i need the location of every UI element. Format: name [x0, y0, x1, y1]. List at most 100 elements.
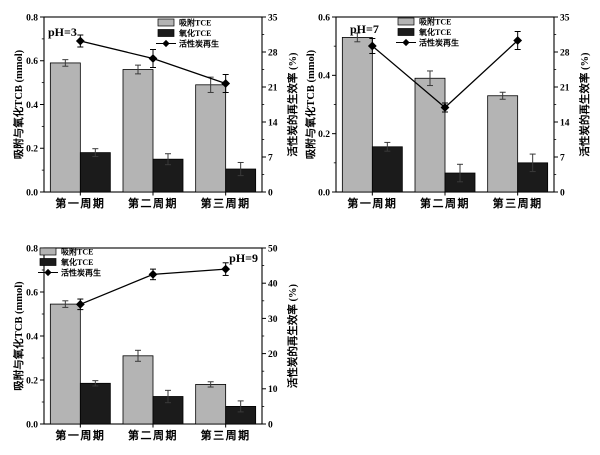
left-tick-label: 0.0 [26, 420, 38, 430]
left-tick-label: 0.6 [318, 13, 330, 23]
chart-ph3-panel: 0.0 0.2 0.4 0.6 0.8 0 7 14 21 28 35 第一周期 第二周期 第三周期 吸附与… [8, 4, 300, 218]
right-tick-label: 28 [560, 48, 570, 58]
right-tick-label: 14 [560, 118, 570, 128]
left-axis-title: 吸附与氧化TCB (mmol) [12, 49, 25, 159]
x-category-label: 第二周期 [128, 428, 178, 442]
diamond-marker [148, 270, 158, 279]
axes: 0.0 0.2 0.4 0.6 0.8 0 10 20 30 40 50 第一周期 第二周期 第三周期 吸附… [12, 244, 299, 442]
right-tick-label: 20 [268, 350, 278, 360]
legend-label: 氧化TCE [60, 257, 93, 267]
left-tick-label: 0.2 [26, 145, 38, 155]
ph-label: pH=7 [350, 22, 379, 36]
adsorbed-bar [49, 62, 81, 193]
legend-label: 吸附TCE [179, 18, 211, 28]
adsorbed-bar [414, 77, 446, 193]
right-tick-label: 21 [560, 83, 570, 93]
bars [49, 300, 257, 425]
x-category-label: 第一周期 [55, 428, 105, 442]
right-tick-label: 40 [268, 280, 278, 290]
left-axis-title: 吸附与氧化TCB (mmol) [12, 281, 25, 391]
x-category-label: 第一周期 [55, 196, 105, 210]
oxidized-bar [371, 146, 403, 193]
chart-ph9-panel: 0.0 0.2 0.4 0.6 0.8 0 10 20 30 40 50 第一周期 第二周期 第三周期 吸附… [8, 228, 300, 450]
legend-label: 吸附TCE [61, 247, 93, 257]
chart-svg: 0.0 0.2 0.4 0.6 0 7 14 21 28 35 第一周期 第二周期 第三周期 吸附与氧化T… [304, 13, 591, 210]
right-tick-label: 7 [560, 153, 565, 163]
legend-diamond-marker [44, 268, 52, 277]
ph-label: pH=3 [48, 25, 77, 39]
chart-svg: 0.0 0.2 0.4 0.6 0.8 0 10 20 30 40 50 第一周期 第二周期 第三周期 吸附… [12, 244, 299, 442]
left-axis-title: 吸附与氧化TCB (mmol) [304, 49, 317, 159]
chart-svg: 0.0 0.2 0.4 0.6 0.8 0 7 14 21 28 35 第一周期 第二周期 第三周期 吸附与… [12, 13, 299, 210]
legend-swatch-oxidized [397, 28, 415, 36]
right-tick-label: 7 [268, 153, 273, 163]
diamond-marker [75, 36, 85, 46]
regeneration-line [75, 262, 231, 311]
ph-label: pH=9 [229, 251, 258, 265]
left-tick-label: 0.0 [318, 188, 330, 198]
oxidized-bar [79, 382, 111, 425]
diamond-marker [367, 41, 377, 51]
left-tick-label: 0.8 [26, 244, 38, 254]
adsorbed-bar [195, 84, 227, 193]
right-axis-title: 活性炭的再生效率 (%) [578, 52, 591, 157]
left-tick-label: 0.6 [26, 57, 38, 67]
legend-swatch-oxidized [39, 258, 57, 266]
legend-swatch-adsorbed [397, 17, 415, 26]
legend-label: 活性炭再生 [61, 268, 101, 278]
x-category-label: 第二周期 [420, 196, 470, 210]
right-tick-label: 21 [268, 83, 278, 93]
diamond-marker [221, 264, 231, 274]
regeneration-line [75, 34, 231, 93]
right-tick-label: 50 [268, 244, 278, 254]
left-tick-label: 0.8 [26, 13, 38, 23]
adsorbed-bar [487, 95, 519, 193]
axes: 0.0 0.2 0.4 0.6 0 7 14 21 28 35 第一周期 第二周期 第三周期 吸附与氧化T… [304, 13, 591, 210]
legend-swatch-oxidized [157, 29, 175, 37]
bars [341, 32, 549, 193]
right-tick-label: 0 [268, 420, 273, 430]
right-axis-title: 活性炭的再生效率 (%) [286, 52, 299, 157]
right-tick-label: 35 [560, 13, 570, 23]
left-tick-label: 0.0 [26, 188, 38, 198]
x-category-label: 第三周期 [201, 196, 251, 210]
chart-ph7-panel: 0.0 0.2 0.4 0.6 0 7 14 21 28 35 第一周期 第二周期 第三周期 吸附与氧化T… [300, 4, 592, 218]
x-category-label: 第一周期 [347, 196, 397, 210]
legend-label: 活性炭再生 [179, 39, 219, 49]
axes: 0.0 0.2 0.4 0.6 0.8 0 7 14 21 28 35 第一周期 第二周期 第三周期 吸附与… [12, 13, 299, 210]
bars [49, 59, 257, 193]
x-category-label: 第二周期 [128, 196, 178, 210]
legend-label: 活性炭再生 [419, 38, 459, 48]
oxidized-bar [79, 152, 111, 193]
adsorbed-bar [122, 69, 154, 193]
x-category-label: 第三周期 [201, 428, 251, 442]
right-tick-label: 14 [268, 118, 278, 128]
diamond-marker [75, 299, 85, 309]
diamond-marker [148, 54, 158, 63]
left-tick-label: 0.4 [26, 332, 38, 342]
legend-swatch-adsorbed [39, 247, 57, 256]
legend-diamond-marker [162, 39, 170, 48]
legend-diamond-marker [402, 38, 410, 47]
right-tick-label: 10 [268, 385, 278, 395]
x-category-label: 第三周期 [493, 196, 543, 210]
adsorbed-bar [122, 355, 154, 425]
right-tick-label: 28 [268, 48, 278, 58]
diamond-marker [513, 36, 523, 45]
diamond-marker [221, 79, 231, 88]
left-tick-label: 0.4 [318, 72, 330, 82]
left-tick-label: 0.2 [318, 130, 330, 140]
right-tick-label: 30 [268, 315, 278, 325]
right-tick-label: 0 [560, 188, 565, 198]
left-tick-label: 0.2 [26, 376, 38, 386]
legend-label: 氧化TCE [178, 28, 211, 38]
right-axis-title: 活性炭的再生效率 (%) [286, 283, 299, 388]
legend-label: 氧化TCE [418, 27, 451, 37]
adsorbed-bar [195, 383, 227, 425]
left-tick-label: 0.4 [26, 101, 38, 111]
adsorbed-bar [341, 37, 373, 193]
